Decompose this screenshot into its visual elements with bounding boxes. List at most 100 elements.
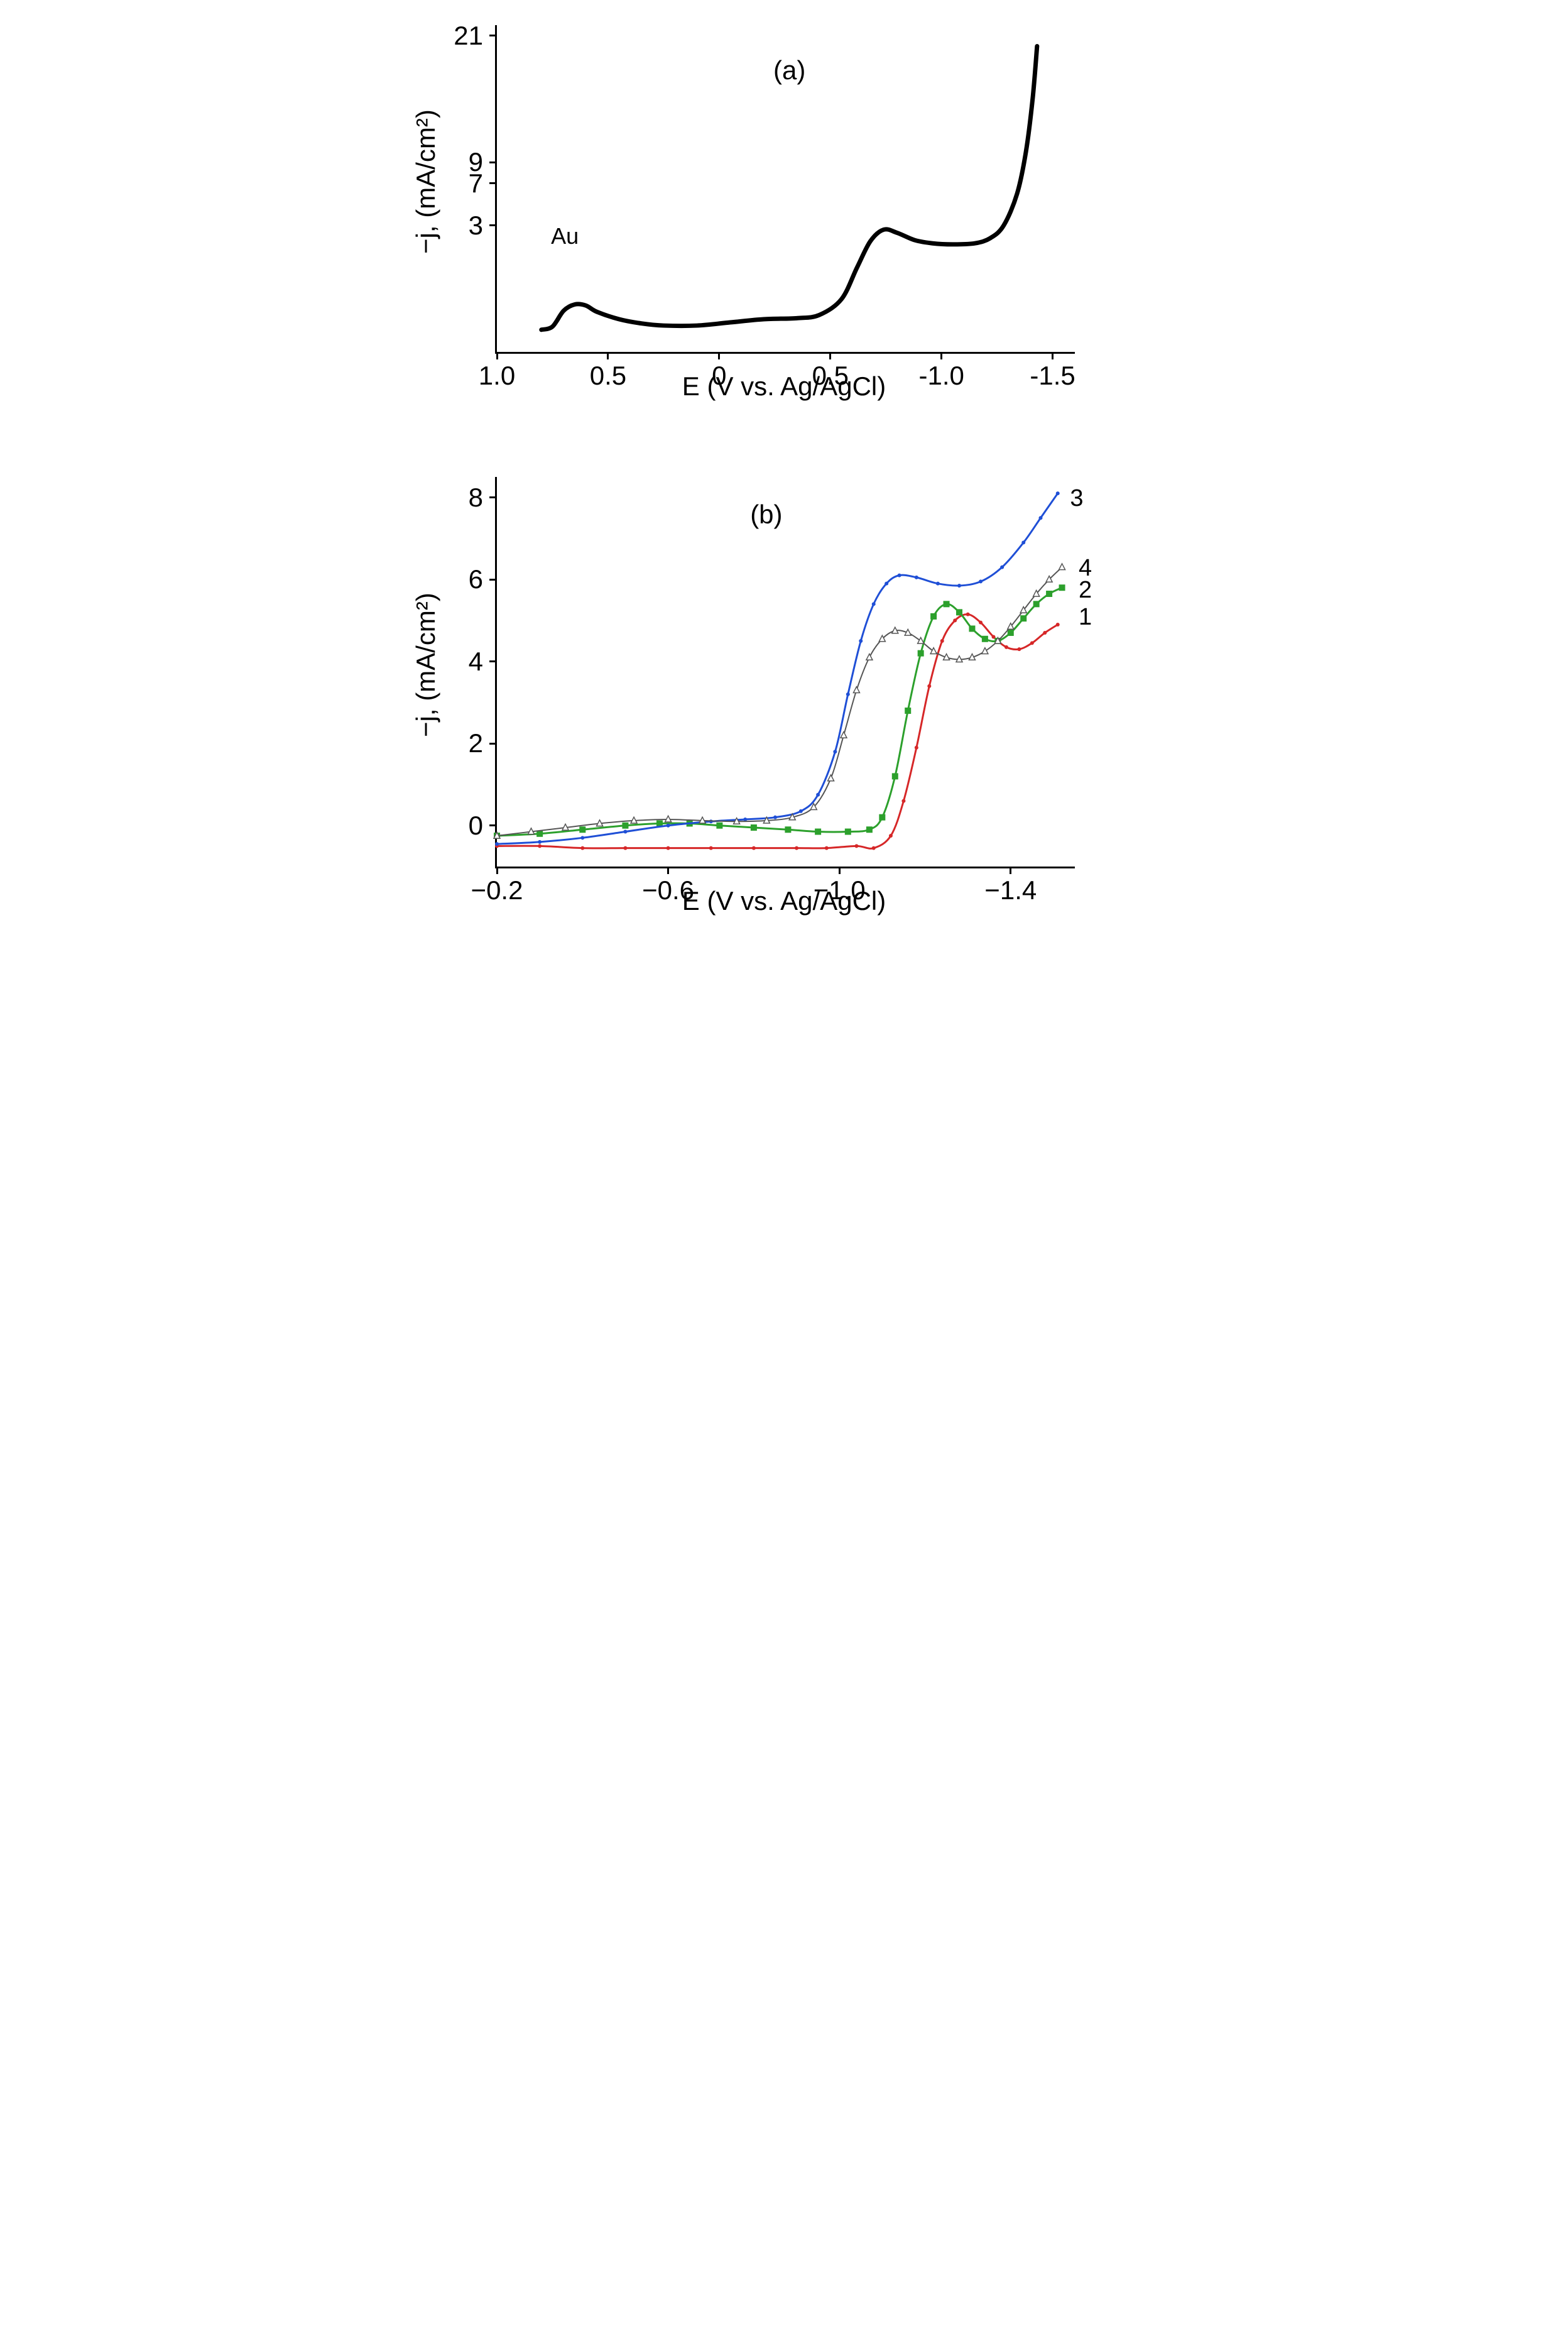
chart-b-series2-marker xyxy=(982,636,988,642)
chart-b-series2-marker xyxy=(866,827,872,833)
chart-a-ytick-label: 7 xyxy=(469,168,483,199)
chart-a-ytick xyxy=(489,224,497,226)
chart-b-series1-marker xyxy=(538,844,542,848)
chart-b-series1-marker xyxy=(966,613,970,616)
chart-b-ylabel: −j, (mA/cm²) xyxy=(411,611,441,737)
chart-b-series4-marker xyxy=(930,648,937,654)
chart-a-svg-layer xyxy=(497,25,1075,352)
chart-b-series2-line xyxy=(497,588,1062,836)
chart-b-series3-marker xyxy=(816,793,820,797)
chart-b-xtick xyxy=(667,867,669,874)
chart-b-series3-marker xyxy=(885,582,888,586)
chart-b-series1-marker xyxy=(752,846,756,850)
chart-b-series3-marker xyxy=(979,579,983,583)
chart-b-xtick-label: −0.2 xyxy=(471,875,523,905)
chart-b-series1-marker xyxy=(979,621,983,625)
chart-b-series2-marker xyxy=(537,831,543,836)
chart-b-svg-layer xyxy=(497,477,1075,867)
chart-b-plot-area: −0.2−0.6−1.0−1.402468(b)3421 xyxy=(495,477,1075,868)
chart-b-series1-marker xyxy=(854,844,858,848)
chart-b-series4-marker xyxy=(841,732,847,738)
chart-b-xtick xyxy=(1010,867,1011,874)
chart-b-series2-marker xyxy=(969,626,975,632)
chart-b-series3-marker xyxy=(846,692,850,696)
chart-b-series2-marker xyxy=(879,814,885,820)
chart-b-series1-marker xyxy=(915,746,918,750)
chart-b-series2-marker xyxy=(892,774,898,779)
chart-b-ytick xyxy=(489,743,497,745)
chart-b-series3-marker xyxy=(495,842,499,846)
chart-b-series2-marker xyxy=(717,823,722,828)
chart-b-ytick xyxy=(489,660,497,662)
chart-b-series4-marker xyxy=(982,648,988,654)
chart-b-series2-marker xyxy=(815,829,821,834)
chart-b-series2-marker xyxy=(905,708,911,714)
chart-b-series2-marker xyxy=(580,827,585,833)
chart-b-series2-marker xyxy=(1008,630,1013,636)
chart-b-series1-marker xyxy=(709,846,713,850)
chart-a-xtick xyxy=(829,352,831,359)
chart-b-series1-marker xyxy=(825,846,829,850)
chart-b-ytick xyxy=(489,496,497,498)
chart-b-series3-marker xyxy=(623,830,627,834)
chart-a-ytick xyxy=(489,161,497,163)
chart-a: −j, (mA/cm²) 1.00.500.5-1.0-1.593721(a)A… xyxy=(438,25,1130,402)
chart-b-ytick xyxy=(489,824,497,826)
chart-b-series3-marker xyxy=(936,582,940,586)
chart-b-series2-marker xyxy=(931,613,937,619)
chart-a-ytick-label: 21 xyxy=(454,21,483,51)
chart-b-series3-marker xyxy=(1021,540,1025,544)
chart-b-series1-marker xyxy=(1043,631,1047,635)
chart-b-series1-marker xyxy=(1030,641,1034,645)
chart-b-series3-marker xyxy=(773,816,777,819)
chart-b-series1-marker xyxy=(1004,645,1008,649)
chart-b-series3-marker xyxy=(833,750,837,753)
chart-b-series4-marker xyxy=(828,775,834,781)
chart-b-series1-marker xyxy=(953,618,957,622)
chart-b-series1-marker xyxy=(623,846,627,850)
chart-b-ytick-label: 4 xyxy=(469,647,483,677)
chart-b-series-label: 3 xyxy=(1070,485,1083,512)
chart-b-series1-marker xyxy=(795,846,798,850)
chart-b-series2-marker xyxy=(957,610,962,615)
chart-b-series4-marker xyxy=(853,687,859,693)
chart-b-series1-marker xyxy=(901,799,905,803)
chart-b-series1-marker xyxy=(872,846,876,850)
chart-b-series1-marker xyxy=(1017,647,1021,651)
chart-a-xtick-label: -1.0 xyxy=(919,361,964,391)
chart-b-series2-marker xyxy=(1021,616,1026,621)
chart-a-xtick xyxy=(496,352,498,359)
chart-b-xtick-label: −0.6 xyxy=(642,875,694,905)
chart-b-series2-marker xyxy=(751,825,756,831)
chart-b-series3-marker xyxy=(743,818,747,821)
chart-a-xtick-label: -1.5 xyxy=(1030,361,1075,391)
chart-b-ytick-label: 2 xyxy=(469,728,483,758)
chart-b-series1-marker xyxy=(1056,623,1060,626)
chart-b-series2-marker xyxy=(1033,601,1039,607)
chart-a-xtick xyxy=(1052,352,1054,359)
chart-b-series1-marker xyxy=(940,639,944,643)
chart-a-ytick-label: 3 xyxy=(469,211,483,241)
chart-a-plot-area: 1.00.500.5-1.0-1.593721(a)Au xyxy=(495,25,1075,354)
chart-b-series2-marker xyxy=(623,823,628,828)
chart-b-series2-marker xyxy=(785,827,791,833)
chart-b-series3-marker xyxy=(667,824,670,828)
chart-b-series3-marker xyxy=(898,574,901,577)
chart-b-series1-marker xyxy=(667,846,670,850)
chart-b-series3-marker xyxy=(915,576,918,579)
chart-a-xtick-label: 0.5 xyxy=(590,361,626,391)
chart-b-xtick-label: −1.0 xyxy=(814,875,866,905)
chart-b-series-label: 2 xyxy=(1079,577,1092,604)
chart-b-ytick-label: 0 xyxy=(469,811,483,841)
chart-b-series3-marker xyxy=(859,639,863,643)
chart-b-series1-marker xyxy=(889,834,893,838)
figure-container: −j, (mA/cm²) 1.00.500.5-1.0-1.593721(a)A… xyxy=(438,25,1130,916)
chart-b-xtick xyxy=(839,867,841,874)
chart-b-series4-marker xyxy=(918,637,924,643)
chart-a-xtick xyxy=(718,352,720,359)
chart-a-ylabel: −j, (mA/cm²) xyxy=(411,128,441,254)
chart-b-series3-marker xyxy=(957,584,961,588)
chart-b-series1-marker xyxy=(580,846,584,850)
chart-a-xtick-label: 0.5 xyxy=(812,361,849,391)
chart-b-series2-marker xyxy=(944,601,949,607)
